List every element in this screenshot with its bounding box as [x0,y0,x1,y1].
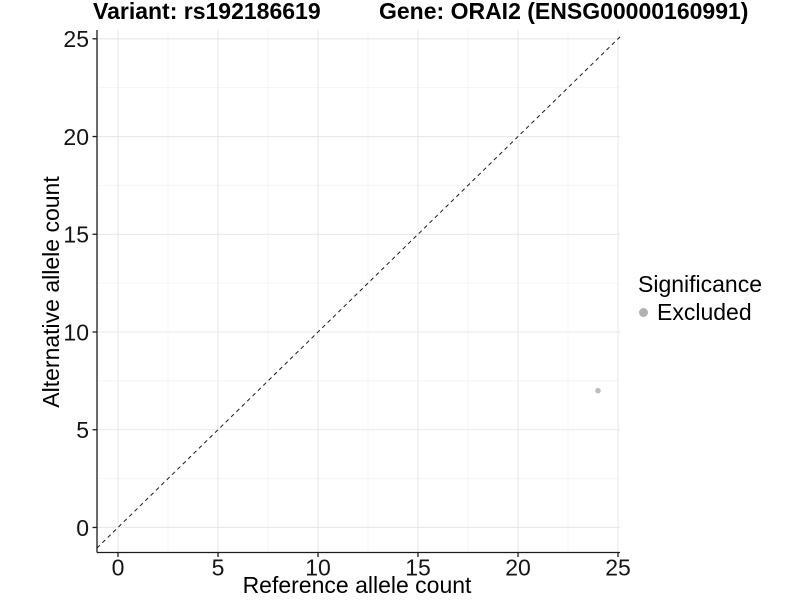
legend-item-excluded: Excluded [638,299,762,325]
y-axis-title: Alternative allele count [38,176,65,408]
y-tick-label: 0 [76,515,89,541]
identity-reference-line [96,36,621,549]
x-tick-label: 0 [112,555,125,581]
y-tick-label: 5 [76,417,89,443]
variant-title: Variant: rs192186619 [93,0,321,24]
legend-item-label: Excluded [657,299,752,326]
y-tick-label: 10 [63,319,89,345]
excluded-point-icon [639,308,648,318]
x-tick-label: 10 [305,555,331,581]
gene-title: Gene: ORAI2 (ENSG00000160991) [379,0,749,24]
x-tick-label: 15 [405,555,431,581]
y-tick-label: 15 [63,222,89,248]
data-point [595,387,601,394]
y-tick-label: 20 [63,124,89,150]
legend-title: Significance [638,271,763,297]
y-tick-label: 25 [63,26,89,52]
x-tick-label: 20 [505,555,531,581]
x-tick-label: 25 [605,555,631,581]
x-tick-label: 5 [212,555,225,581]
legend: Significance Excluded [638,271,762,326]
x-axis-title: Reference allele count [242,572,472,598]
